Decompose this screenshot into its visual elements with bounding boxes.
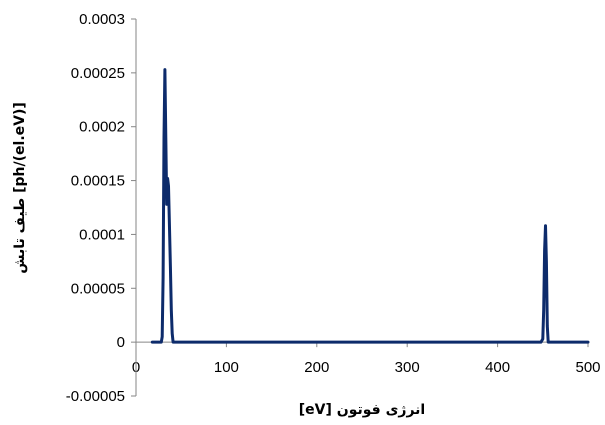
x-tick-label: 400 — [485, 359, 510, 376]
y-tick-labels: -0.00005 0 0.00005 0.0001 0.00015 0.0002 0.000… — [66, 11, 125, 405]
y-tick-label: 0.0003 — [79, 11, 125, 28]
x-axis-title: [eV] انرژی فوتون — [299, 402, 425, 418]
axes — [131, 18, 589, 397]
x-tick-label: 500 — [575, 359, 600, 376]
y-tick-label: -0.00005 — [66, 388, 125, 405]
x-tick-label: 200 — [304, 359, 329, 376]
y-tick-label: 0.0001 — [79, 226, 125, 243]
y-tick-label: 0.0002 — [79, 119, 125, 136]
y-tick-label: 0.00015 — [71, 173, 125, 190]
x-tick-label: 100 — [214, 359, 239, 376]
series-layer — [150, 68, 590, 344]
series-line-0 — [150, 68, 590, 344]
y-tick-label: 0.00025 — [71, 65, 125, 82]
x-tick-labels: 0 100 200 300 400 500 — [132, 359, 601, 376]
y-tick-label: 0 — [117, 334, 125, 351]
y-axis-title: طیف تابش [ph/(el.eV)] — [12, 102, 28, 274]
x-tick-label: 300 — [395, 359, 420, 376]
y-tick-label: 0.00005 — [71, 280, 125, 297]
